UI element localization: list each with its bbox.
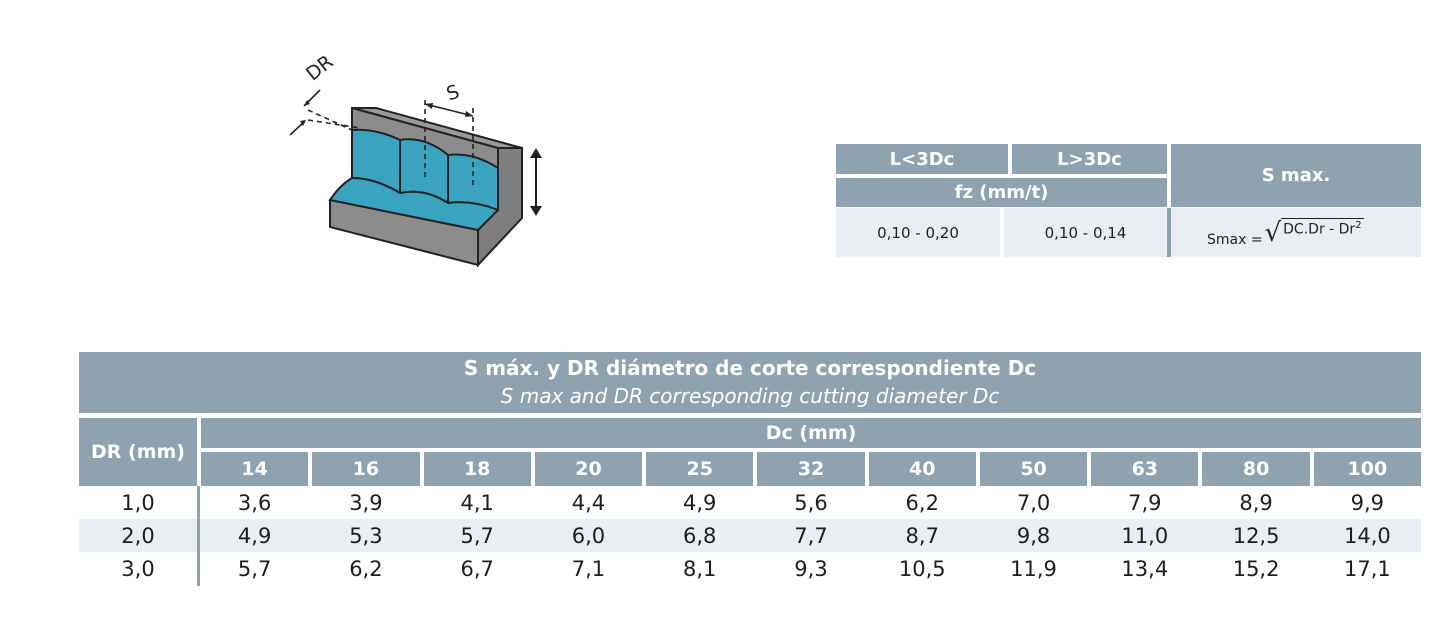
smax-value: 6,2 (905, 490, 939, 515)
dc-column-header: 25 (646, 452, 754, 486)
dr-column-header: DR (mm) (79, 418, 197, 486)
header-smax: S max. (1171, 144, 1421, 207)
row-header-divider (197, 486, 200, 586)
smax-value: 6,2 (349, 556, 383, 581)
smax-value: 6,8 (683, 523, 717, 548)
dc-column-header: 40 (868, 452, 976, 486)
fz-value-l-more-3dc: 0,10 - 0,14 (1004, 208, 1167, 257)
dr-value: 2,0 (121, 523, 155, 548)
table-title-es: S máx. y DR diámetro de corte correspond… (463, 356, 1037, 380)
table-title: S máx. y DR diámetro de corte correspond… (79, 352, 1421, 413)
smax-value: 10,5 (898, 556, 946, 581)
formula-radicand: DC.Dr - Dr (1283, 221, 1356, 238)
smax-value: 9,8 (1016, 523, 1051, 548)
smax-value: 9,3 (794, 556, 828, 581)
dc-column-header: 16 (312, 452, 420, 486)
smax-value: 11,0 (1121, 523, 1169, 548)
smax-value: 8,9 (1239, 490, 1273, 515)
smax-value: 6,0 (571, 523, 606, 548)
header-l-less-3dc: L<3Dc (836, 144, 1008, 174)
fz-value-l-less-3dc: 0,10 - 0,20 (836, 208, 1000, 257)
dr-value: 3,0 (121, 556, 155, 581)
header-l-more-3dc: L>3Dc (1012, 144, 1167, 174)
part-floor (328, 176, 500, 232)
formula-prefix: Smax = (1207, 231, 1263, 248)
formula-exponent: 2 (1355, 219, 1362, 231)
header-fz: fz (mm/t) (836, 178, 1167, 207)
dc-column-header: 20 (534, 452, 643, 486)
smax-value: 4,1 (460, 490, 494, 515)
smax-value: 9,9 (1350, 490, 1385, 515)
smax-value: 3,9 (349, 490, 383, 515)
smax-value: 7,7 (794, 523, 828, 548)
table-title-en: S max and DR corresponding cutting diame… (500, 384, 1000, 408)
table-row: 1,0 3,6 3,9 4,1 4,4 4,9 5,6 6,2 7,0 7,9 8,9 9,9 (79, 486, 1421, 519)
dr-value: 1,0 (121, 490, 155, 515)
smax-table: S máx. y DR diámetro de corte correspond… (79, 352, 1421, 588)
smax-value: 4,9 (683, 490, 717, 515)
dc-group-header: Dc (mm) (201, 418, 1421, 448)
sqrt-icon: √ (1264, 217, 1282, 248)
smax-value: 7,9 (1128, 490, 1162, 515)
smax-value: 14,0 (1343, 523, 1391, 548)
smax-value: 5,7 (460, 523, 494, 548)
smax-value: 4,9 (237, 523, 272, 548)
part-diagram (289, 89, 542, 268)
smax-value: 5,7 (237, 556, 272, 581)
dc-column-header: 50 (979, 452, 1088, 486)
smax-value: 7,1 (571, 556, 606, 581)
smax-value: 12,5 (1232, 523, 1280, 548)
smax-value: 13,4 (1121, 556, 1169, 581)
table-row: 2,0 4,9 5,3 5,7 6,0 6,8 7,7 8,7 9,8 11,0 12,5 14,0 (79, 519, 1421, 552)
dc-column-header: 100 (1313, 452, 1421, 486)
dc-column-header: 63 (1091, 452, 1199, 486)
dc-column-header: 80 (1202, 452, 1310, 486)
smax-formula: Smax = √ DC.Dr - Dr2 (1171, 208, 1421, 257)
smax-value: 11,9 (1010, 556, 1057, 581)
smax-value: 6,7 (460, 556, 494, 581)
dc-column-header: 14 (201, 452, 309, 486)
smax-value: 7,0 (1016, 490, 1051, 515)
table-row: 3,0 5,7 6,2 6,7 7,1 8,1 9,3 10,5 11,9 13,4 15,2 17,… (79, 552, 1421, 585)
smax-value: 8,7 (905, 523, 939, 548)
dc-column-header: 32 (757, 452, 865, 486)
smax-value: 8,1 (683, 556, 717, 581)
smax-value: 5,3 (349, 523, 383, 548)
smax-value: 3,6 (237, 490, 272, 515)
dc-column-header: 18 (423, 452, 531, 486)
smax-value: 15,2 (1232, 556, 1280, 581)
smax-value: 17,1 (1343, 556, 1391, 581)
smax-value: 4,4 (571, 490, 606, 515)
smax-value: 5,6 (794, 490, 828, 515)
